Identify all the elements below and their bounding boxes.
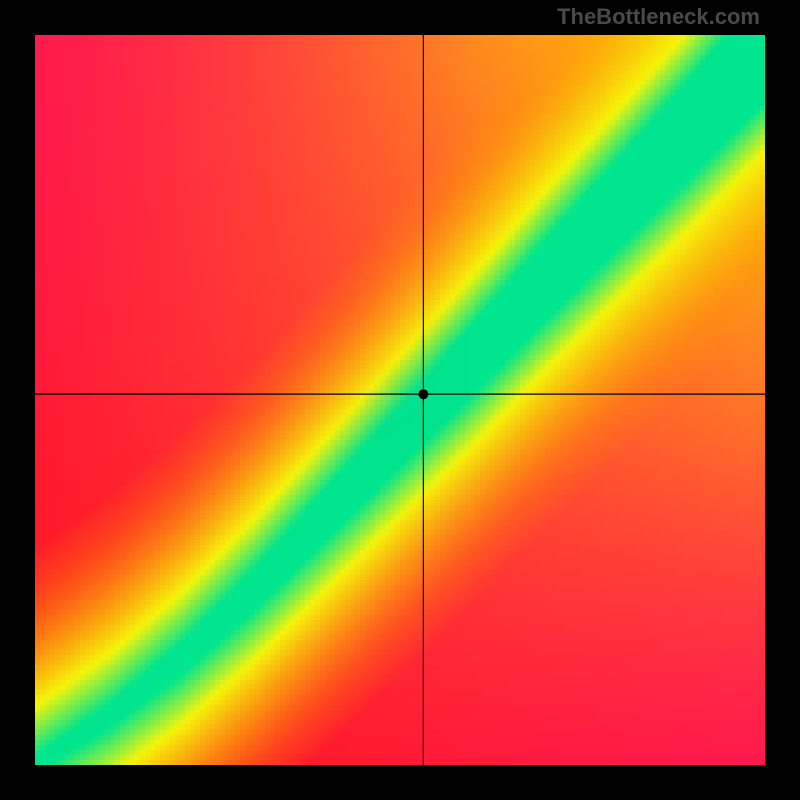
watermark-text: TheBottleneck.com	[557, 4, 760, 30]
heatmap-canvas	[35, 35, 765, 765]
chart-container: TheBottleneck.com	[0, 0, 800, 800]
